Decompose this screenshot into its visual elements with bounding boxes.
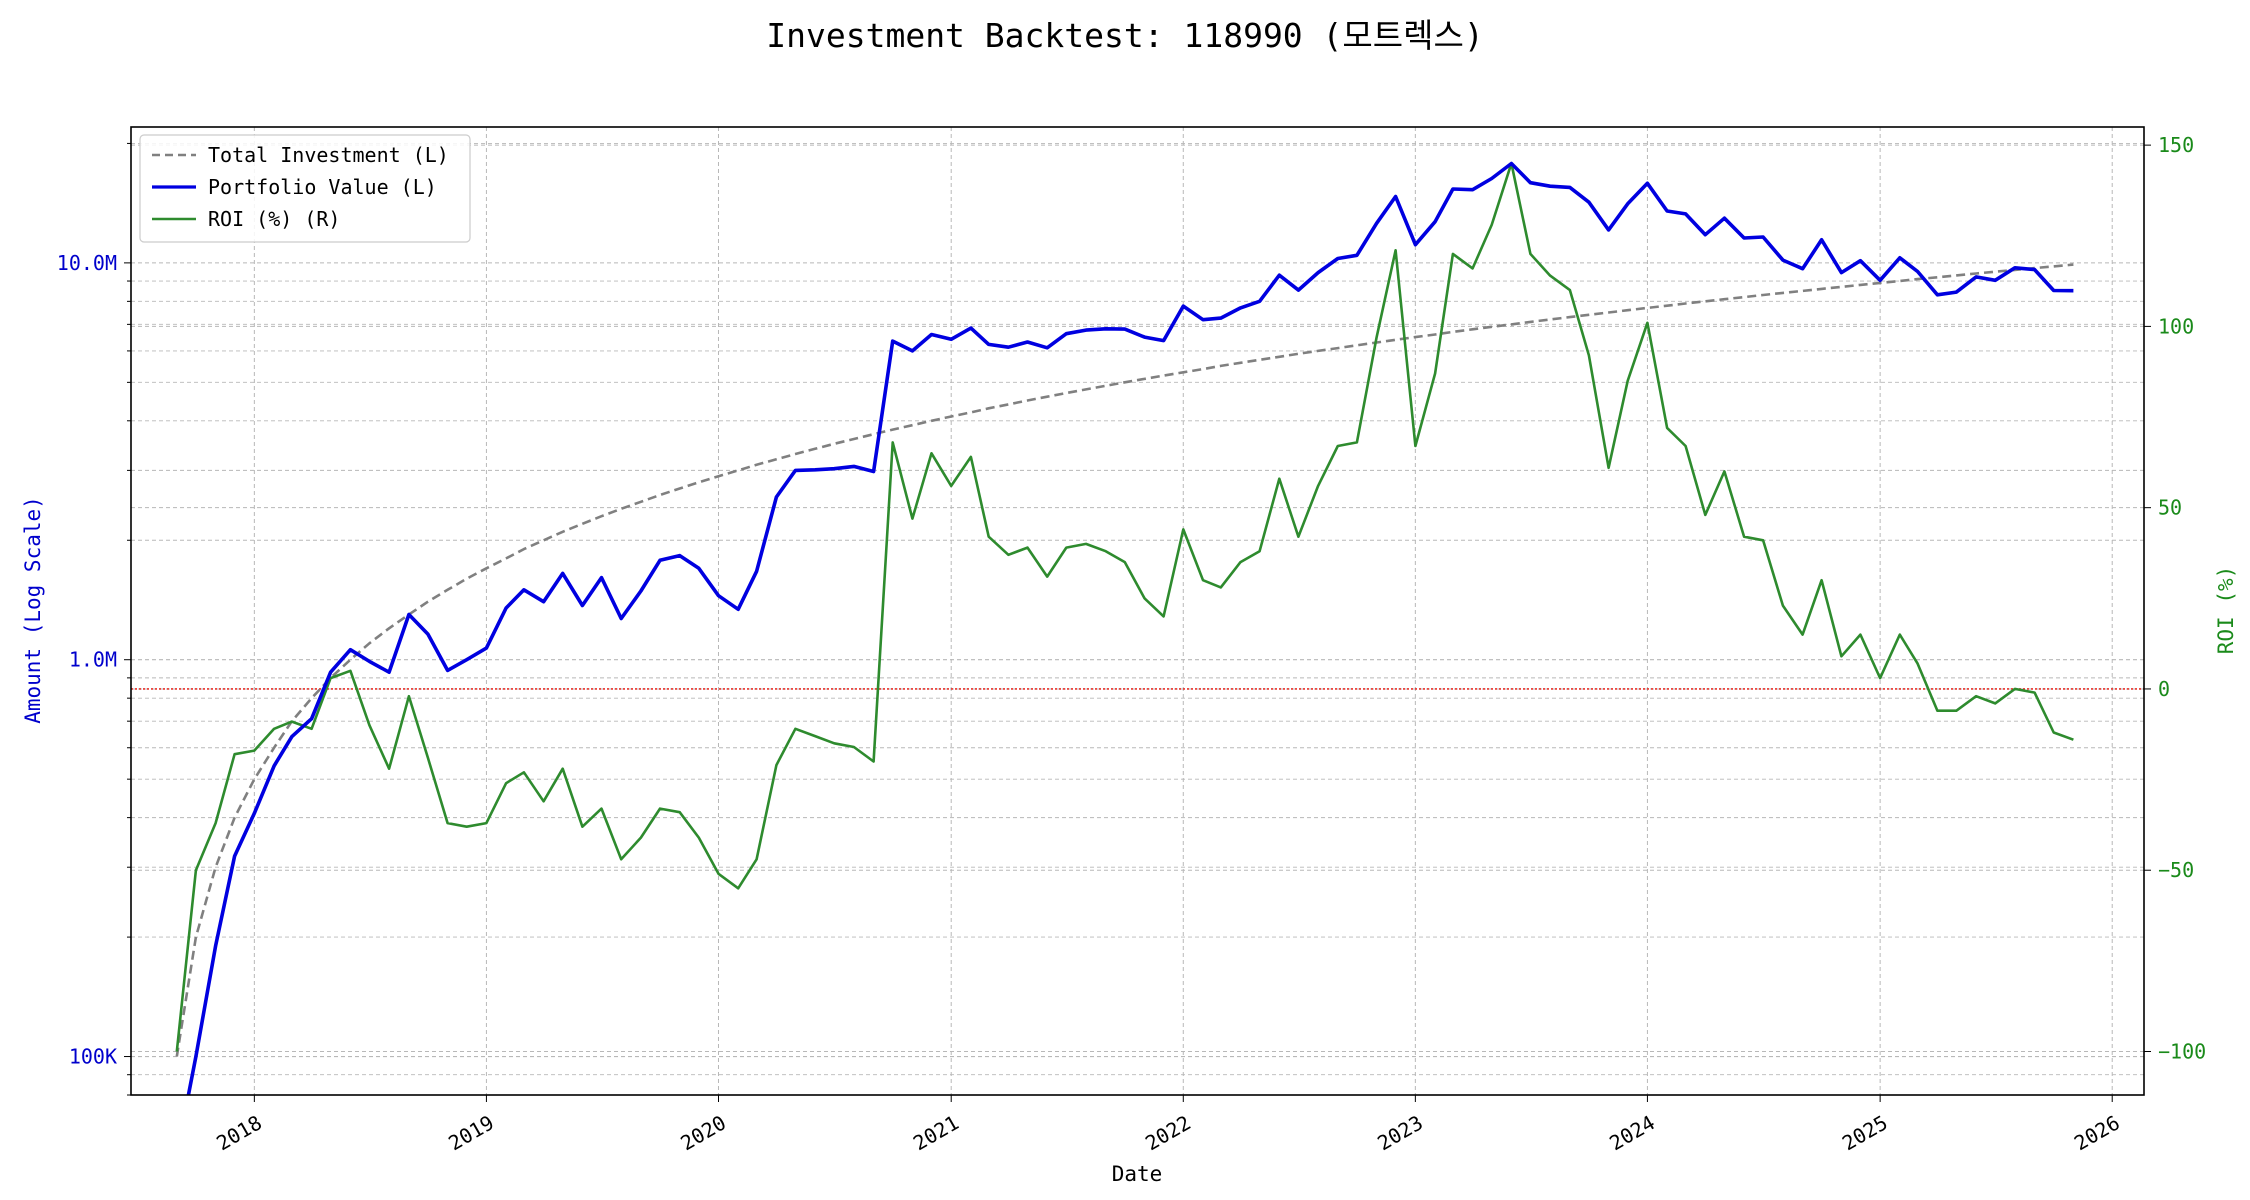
y-right-tick-label: 150 [2158,133,2194,157]
y-left-tick-label: 100K [69,1045,117,1069]
legend-label-total-investment: Total Investment (L) [208,143,449,167]
total-investment-line [175,263,2074,1057]
x-tick-label: 2025 [1838,1110,1892,1155]
y-axis-right-label: ROI (%) [2214,566,2238,655]
legend-label-roi: ROI (%) (R) [208,207,340,231]
series-layer [131,161,2144,1095]
y-right-tick-label: 0 [2158,677,2170,701]
x-tick-label: 2018 [212,1110,266,1155]
portfolio-value-line [186,161,2074,1095]
y-right-tick-label: 50 [2158,496,2182,520]
plot-frame [130,126,2145,1096]
y-axis-left-label: Amount (Log Scale) [21,496,45,724]
legend: Total Investment (L) Portfolio Value (L)… [139,134,471,243]
x-tick-label: 2023 [1373,1110,1427,1155]
y-right-tick-label: 100 [2158,314,2194,338]
x-tick-label: 2024 [1605,1110,1659,1155]
roi-line [175,162,2074,1052]
x-tick-label: 2019 [444,1110,498,1155]
y-right-tick-label: −100 [2158,1039,2206,1063]
y-left-tick-label: 1.0M [69,648,117,672]
chart-title: Investment Backtest: 118990 (모트렉스) [766,16,1483,55]
legend-label-portfolio-value: Portfolio Value (L) [208,175,437,199]
x-tick-label: 2022 [1141,1110,1195,1155]
x-tick-label: 2026 [2070,1110,2124,1155]
grid-layer [131,127,2144,1096]
x-tick-label: 2021 [909,1110,963,1155]
axis-layer: 150 100 50 0 −50 −100 2018 2019 2020 2021 2022 2023… [57,133,2206,1155]
x-tick-label: 2020 [676,1110,730,1155]
y-left-tick-label: 10.0M [57,251,117,275]
y-right-tick-label: −50 [2158,858,2194,882]
legend-box [139,134,471,243]
x-axis-label: Date [1112,1162,1163,1186]
